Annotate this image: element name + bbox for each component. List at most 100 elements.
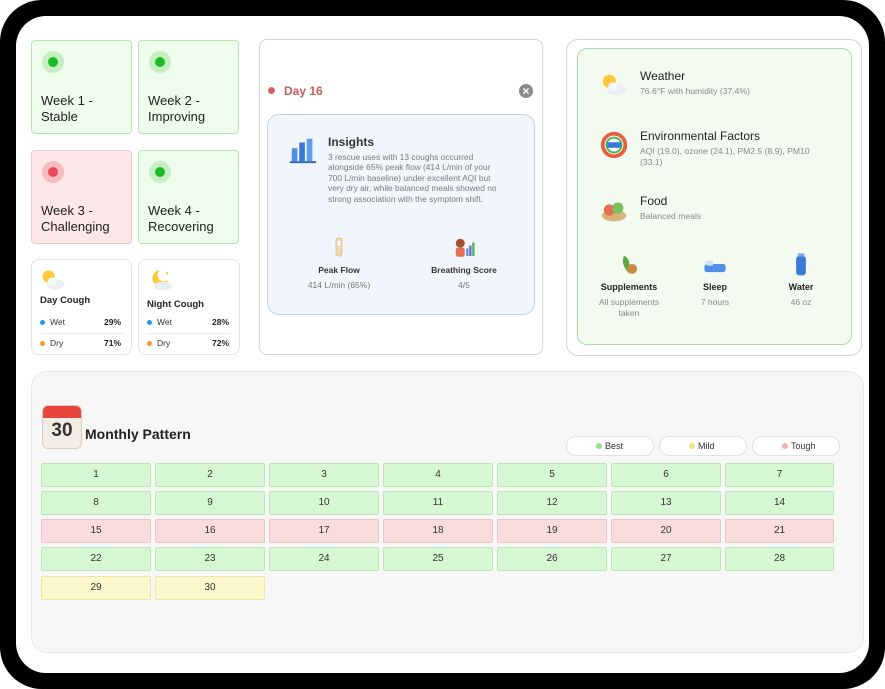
metric-value: 414 L/min (65%) (307, 280, 371, 290)
day-cell[interactable]: 2 (155, 463, 265, 487)
context-panel: Weather 76.6°F with humidity (37.4%) Envir… (566, 39, 862, 356)
cough-type: Wet (50, 317, 65, 327)
status-dot (149, 51, 171, 73)
legend-label: Best (605, 441, 624, 451)
legend-dot (596, 443, 602, 449)
day-cell[interactable]: 14 (725, 491, 834, 515)
day-cell[interactable]: 6 (611, 463, 721, 487)
legend-dot (689, 443, 695, 449)
cough-title: Day Cough (40, 295, 91, 306)
cough-type: Wet (157, 317, 172, 327)
cough-card: Day Cough Wet 29% Dry 71% (31, 259, 132, 355)
day-cell[interactable]: 18 (383, 519, 493, 543)
close-button[interactable] (519, 84, 533, 98)
metric-icon (452, 235, 476, 259)
metric-label: Breathing Score (431, 265, 497, 275)
day-cell[interactable]: 27 (611, 547, 721, 571)
status-dot-core (48, 167, 58, 177)
cough-card: Night Cough Wet 28% Dry 72% (138, 259, 240, 355)
day-cell[interactable]: 3 (269, 463, 379, 487)
cough-icon (146, 266, 174, 294)
day-cell[interactable]: 1 (41, 463, 151, 487)
insights-box: Insights 3 rescue uses with 13 coughs occ… (267, 114, 535, 315)
insights-text: 3 rescue uses with 13 coughs occurred al… (328, 152, 497, 204)
legend-label: Mild (698, 441, 715, 451)
cough-type: Dry (50, 338, 64, 348)
day-cell[interactable]: 10 (269, 491, 379, 515)
week-label: Week 4 - Recovering (148, 203, 214, 234)
factor-detail: 76.6°F with humidity (37.4%) (640, 86, 750, 96)
calendar-title: Monthly Pattern (85, 426, 191, 442)
day-cell[interactable]: 20 (611, 519, 721, 543)
calendar-icon-header (43, 406, 81, 418)
day-cell[interactable]: 8 (41, 491, 151, 515)
day-cell[interactable]: 5 (497, 463, 607, 487)
status-dot (42, 51, 64, 73)
factor-icon (599, 70, 629, 100)
legend-dot (40, 341, 45, 346)
calendar-icon: 30 (42, 405, 82, 449)
stat-label: Water (788, 282, 814, 292)
legend-dot (782, 443, 788, 449)
factor-icon (599, 130, 629, 160)
day-cell[interactable]: 22 (41, 547, 151, 571)
stat-icon (788, 251, 814, 277)
legend-pill: Tough (752, 436, 840, 456)
day-cell[interactable]: 26 (497, 547, 607, 571)
cough-icon (39, 266, 67, 294)
calendar-icon-number: 30 (51, 420, 73, 441)
cough-value: 28% (211, 317, 229, 327)
status-dot (42, 161, 64, 183)
day-cell[interactable]: 28 (725, 547, 834, 571)
metric-label: Peak Flow (318, 265, 360, 275)
week-card: Week 1 - Stable (31, 40, 132, 134)
factor-detail: AQI (19.0), ozone (24.1), PM2.5 (8.9), P… (640, 146, 810, 167)
day-cell[interactable]: 16 (155, 519, 265, 543)
day-panel: Day 16 Insights 3 rescue uses with 13 coug… (259, 39, 543, 355)
legend-dot (147, 341, 152, 346)
day-cell[interactable]: 17 (269, 519, 379, 543)
cough-type: Dry (157, 338, 171, 348)
day-cell[interactable]: 24 (269, 547, 379, 571)
status-dot-core (155, 57, 165, 67)
legend-dot (40, 320, 45, 325)
day-cell[interactable]: 25 (383, 547, 493, 571)
week-label: Week 2 - Improving (148, 93, 206, 124)
legend-dot (147, 320, 152, 325)
week-card: Week 3 - Challenging (31, 150, 132, 244)
stat-label: Sleep (702, 282, 727, 292)
day-cell[interactable]: 4 (383, 463, 493, 487)
day-cell[interactable]: 12 (497, 491, 607, 515)
stat-icon (616, 251, 642, 277)
day-cell[interactable]: 13 (611, 491, 721, 515)
stat-value: All supplements taken (598, 297, 659, 318)
day-cell[interactable]: 15 (41, 519, 151, 543)
legend-pill: Best (566, 436, 654, 456)
metric-value: 4/5 (458, 280, 470, 290)
stat-icon (702, 251, 728, 277)
day-cell[interactable]: 23 (155, 547, 265, 571)
stat-label: Supplements (600, 282, 658, 292)
day-cell[interactable]: 11 (383, 491, 493, 515)
day-cell[interactable]: 19 (497, 519, 607, 543)
day-cell[interactable]: 7 (725, 463, 834, 487)
divider (40, 333, 123, 334)
day-cell[interactable]: 30 (155, 576, 265, 600)
day-cell[interactable]: 29 (41, 576, 151, 600)
context-box: Weather 76.6°F with humidity (37.4%) Envir… (577, 48, 852, 345)
day-dot (268, 87, 275, 94)
monthly-panel: 30 Monthly Pattern Best Mild Tough 1 2 3 4 5 6 7 8 9 1… (31, 371, 864, 653)
day-cell[interactable]: 21 (725, 519, 834, 543)
metric-icon (327, 235, 351, 259)
factor-title: Environmental Factors (640, 129, 761, 143)
legend-pill: Mild (659, 436, 747, 456)
week-label: Week 1 - Stable (41, 93, 93, 124)
status-dot-core (48, 57, 58, 67)
cough-value: 72% (211, 338, 229, 348)
legend-label: Tough (791, 441, 816, 451)
insights-title: Insights (328, 135, 375, 149)
day-title: Day 16 (284, 84, 323, 98)
divider (147, 333, 231, 334)
day-cell[interactable]: 9 (155, 491, 265, 515)
